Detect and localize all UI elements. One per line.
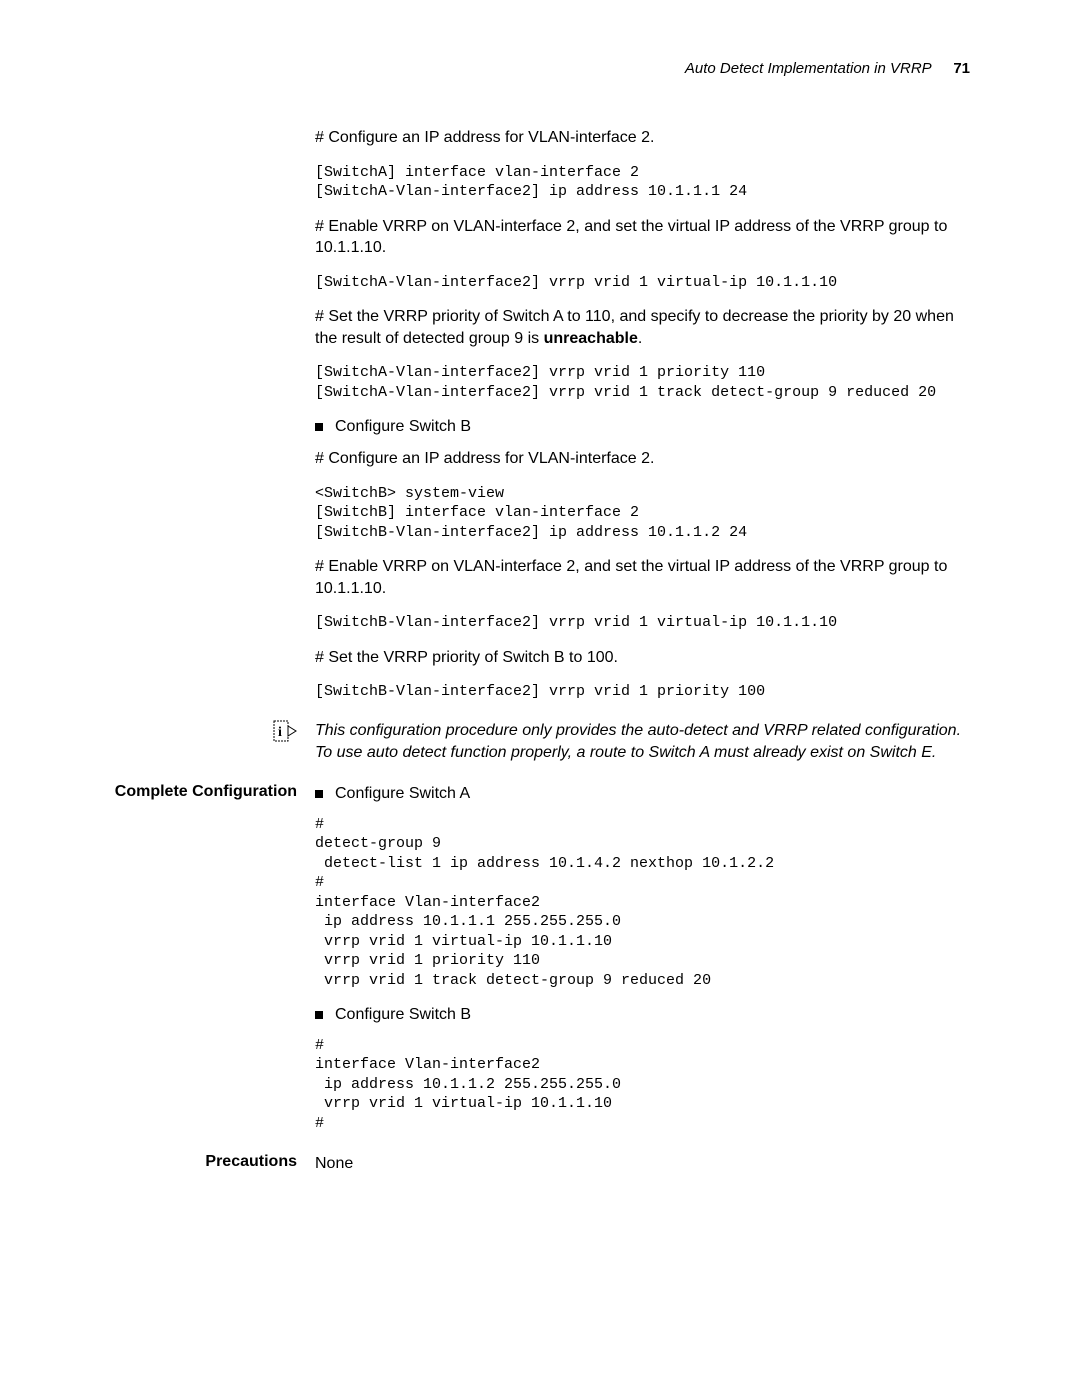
precautions-row: Precautions None bbox=[100, 1153, 980, 1175]
precautions-label: Precautions bbox=[100, 1153, 315, 1171]
paragraph: # Set the VRRP priority of Switch A to 1… bbox=[315, 306, 980, 349]
code-block: [SwitchA] interface vlan-interface 2 [Sw… bbox=[315, 163, 980, 202]
code-block: [SwitchB-Vlan-interface2] vrrp vrid 1 pr… bbox=[315, 682, 980, 702]
bold-text: unreachable bbox=[544, 330, 638, 347]
complete-config-content: Configure Switch A # detect-group 9 dete… bbox=[315, 783, 980, 1147]
code-block: # interface Vlan-interface2 ip address 1… bbox=[315, 1036, 980, 1134]
note-text: This configuration procedure only provid… bbox=[315, 720, 980, 763]
page-number: 71 bbox=[953, 60, 970, 77]
complete-config-row: Complete Configuration Configure Switch … bbox=[100, 783, 980, 1147]
paragraph: # Enable VRRP on VLAN-interface 2, and s… bbox=[315, 216, 980, 259]
note-icon-col: i bbox=[100, 720, 315, 747]
paragraph: # Set the VRRP priority of Switch B to 1… bbox=[315, 647, 980, 669]
bullet-label: Configure Switch B bbox=[335, 1004, 471, 1026]
complete-config-label: Complete Configuration bbox=[100, 783, 315, 801]
code-block: [SwitchA-Vlan-interface2] vrrp vrid 1 vi… bbox=[315, 273, 980, 293]
code-block: <SwitchB> system-view [SwitchB] interfac… bbox=[315, 484, 980, 543]
header-title: Auto Detect Implementation in VRRP bbox=[685, 60, 931, 77]
paragraph: # Configure an IP address for VLAN-inter… bbox=[315, 127, 980, 149]
text-span: . bbox=[638, 330, 642, 347]
note-row: i This configuration procedure only prov… bbox=[100, 720, 980, 763]
bullet-item: Configure Switch B bbox=[315, 1004, 980, 1026]
bullet-label: Configure Switch B bbox=[335, 416, 471, 438]
bullet-icon bbox=[315, 1011, 323, 1019]
info-arrow-icon: i bbox=[273, 720, 297, 747]
bullet-icon bbox=[315, 790, 323, 798]
code-block: # detect-group 9 detect-list 1 ip addres… bbox=[315, 815, 980, 991]
code-block: [SwitchB-Vlan-interface2] vrrp vrid 1 vi… bbox=[315, 613, 980, 633]
body-row: # Configure an IP address for VLAN-inter… bbox=[100, 127, 980, 716]
bullet-icon bbox=[315, 423, 323, 431]
code-block: [SwitchA-Vlan-interface2] vrrp vrid 1 pr… bbox=[315, 363, 980, 402]
bullet-label: Configure Switch A bbox=[335, 783, 470, 805]
body-right-col: # Configure an IP address for VLAN-inter… bbox=[315, 127, 980, 716]
page-header: Auto Detect Implementation in VRRP 71 bbox=[100, 60, 980, 77]
bullet-item: Configure Switch A bbox=[315, 783, 980, 805]
paragraph: # Enable VRRP on VLAN-interface 2, and s… bbox=[315, 556, 980, 599]
page-container: Auto Detect Implementation in VRRP 71 # … bbox=[0, 0, 1080, 1235]
precautions-text: None bbox=[315, 1153, 980, 1175]
bullet-item: Configure Switch B bbox=[315, 416, 980, 438]
svg-text:i: i bbox=[278, 725, 282, 740]
paragraph: # Configure an IP address for VLAN-inter… bbox=[315, 448, 980, 470]
